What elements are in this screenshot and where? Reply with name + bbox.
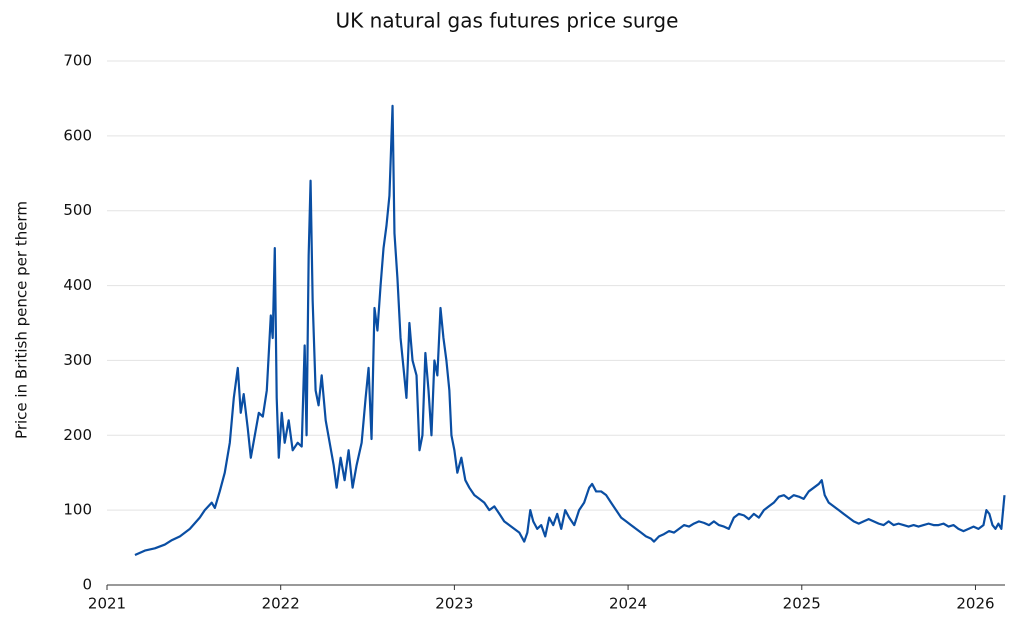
y-tick-label: 700 bbox=[63, 52, 92, 70]
y-tick-label: 400 bbox=[63, 276, 92, 294]
y-tick-label: 600 bbox=[63, 126, 92, 144]
price-line bbox=[134, 104, 1006, 557]
x-tick-label: 2025 bbox=[783, 595, 821, 613]
x-tick-label: 2024 bbox=[609, 595, 647, 613]
y-tick-label: 200 bbox=[63, 426, 92, 444]
x-tick-label: 2026 bbox=[956, 595, 994, 613]
x-tick-label: 2022 bbox=[262, 595, 300, 613]
x-tick-label: 2021 bbox=[88, 595, 126, 613]
y-tick-label: 0 bbox=[82, 576, 92, 594]
y-tick-label: 500 bbox=[63, 201, 92, 219]
y-tick-label: 300 bbox=[63, 351, 92, 369]
y-tick-label: 100 bbox=[63, 501, 92, 519]
x-tick-label: 2023 bbox=[435, 595, 473, 613]
y-axis-label: Price in British pence per therm bbox=[13, 201, 31, 439]
chart-title: UK natural gas futures price surge bbox=[336, 9, 679, 33]
